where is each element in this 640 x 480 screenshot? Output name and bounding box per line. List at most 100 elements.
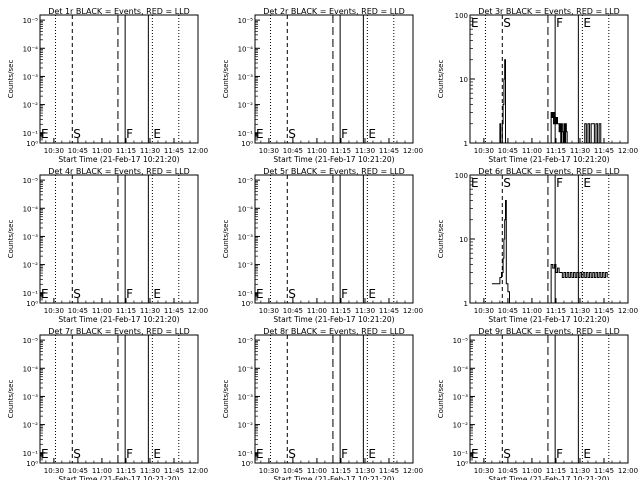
event-marker-label: E: [256, 287, 264, 301]
y-tick-label: 10⁻³: [23, 233, 39, 241]
event-marker-label: F: [556, 176, 563, 190]
y-tick-label: 1: [464, 140, 468, 148]
y-tick-label: 10⁻³: [238, 233, 254, 241]
x-tick-label: 11:30: [140, 307, 160, 315]
panel-det-9: Det 9r BLACK = Events, RED = LLD Counts/s…: [437, 327, 638, 480]
event-marker-label: E: [368, 127, 376, 141]
event-marker-label: S: [288, 127, 296, 141]
event-marker-label: F: [341, 127, 348, 141]
event-marker-label: E: [256, 127, 264, 141]
x-tick-label: 11:00: [307, 467, 327, 475]
x-axis-title: Start Time (21-Feb-17 10:21:20): [488, 155, 609, 164]
y-tick-label: 100: [455, 172, 468, 180]
event-marker-label: F: [556, 447, 563, 461]
event-marker-label: E: [41, 447, 49, 461]
event-marker-label: S: [73, 127, 81, 141]
y-tick-label: 10⁰: [456, 460, 468, 468]
panel-title: Det 3r BLACK = Events, RED = LLD: [478, 7, 620, 16]
panel-det-8: Det 8r BLACK = Events, RED = LLD Counts/s…: [222, 327, 423, 480]
x-tick-label: 11:30: [140, 147, 160, 155]
x-tick-label: 12:00: [188, 147, 208, 155]
y-tick-label: 10⁻⁵: [23, 337, 39, 345]
event-marker-label: E: [471, 176, 479, 190]
x-tick-label: 12:00: [403, 147, 423, 155]
event-marker-label: E: [583, 447, 591, 461]
event-marker-label: E: [153, 127, 161, 141]
x-tick-label: 10:30: [44, 307, 64, 315]
event-marker-label: F: [126, 287, 133, 301]
y-axis-title: Counts/sec: [437, 380, 445, 419]
event-marker-label: E: [41, 127, 49, 141]
x-axis-title: Start Time (21-Feb-17 10:21:20): [273, 475, 394, 480]
x-tick-label: 10:45: [283, 147, 303, 155]
x-tick-label: 11:00: [92, 307, 112, 315]
panel-det-3: Det 3r BLACK = Events, RED = LLD Counts/s…: [437, 7, 638, 164]
event-marker-label: E: [153, 447, 161, 461]
x-tick-label: 12:00: [618, 307, 638, 315]
y-tick-label: 10: [459, 76, 468, 84]
event-marker-label: E: [41, 287, 49, 301]
plot-frame: [254, 334, 414, 464]
event-marker-label: F: [126, 127, 133, 141]
event-marker-label: E: [583, 16, 591, 30]
x-tick-label: 11:45: [594, 307, 614, 315]
x-tick-label: 11:15: [116, 147, 136, 155]
y-tick-label: 10⁻²: [238, 102, 254, 110]
panel-title: Det 5r BLACK = Events, RED = LLD: [263, 167, 405, 176]
y-tick-label: 10: [459, 236, 468, 244]
event-marker-label: S: [503, 16, 511, 30]
x-axis-title: Start Time (21-Feb-17 10:21:20): [58, 155, 179, 164]
y-tick-label: 10⁻⁴: [23, 45, 39, 53]
y-axis-title: Counts/sec: [7, 380, 15, 419]
x-tick-label: 11:45: [379, 307, 399, 315]
x-tick-label: 11:15: [116, 467, 136, 475]
x-tick-label: 11:45: [164, 147, 184, 155]
event-marker-label: F: [341, 447, 348, 461]
x-tick-label: 12:00: [188, 467, 208, 475]
x-tick-label: 12:00: [403, 467, 423, 475]
x-tick-label: 11:00: [92, 147, 112, 155]
y-tick-label: 10⁻⁵: [23, 17, 39, 25]
x-axis-title: Start Time (21-Feb-17 10:21:20): [273, 315, 394, 324]
panel-title: Det 8r BLACK = Events, RED = LLD: [263, 327, 405, 336]
y-tick-label: 10⁻³: [23, 393, 39, 401]
y-tick-label: 10⁰: [26, 140, 38, 148]
plot-frame: [39, 334, 199, 464]
x-tick-label: 10:45: [498, 307, 518, 315]
x-tick-label: 11:45: [594, 147, 614, 155]
event-marker-label: F: [556, 16, 563, 30]
x-tick-label: 11:45: [379, 147, 399, 155]
plot-frame: [39, 14, 199, 144]
y-tick-label: 10⁰: [241, 300, 253, 308]
y-tick-label: 10⁻³: [453, 393, 469, 401]
y-tick-label: 10⁰: [26, 460, 38, 468]
y-tick-label: 10⁻¹: [453, 450, 469, 458]
x-tick-label: 10:30: [44, 467, 64, 475]
x-axis-title: Start Time (21-Feb-17 10:21:20): [488, 475, 609, 480]
x-tick-label: 10:45: [498, 147, 518, 155]
x-tick-label: 12:00: [403, 307, 423, 315]
panel-title: Det 2r BLACK = Events, RED = LLD: [263, 7, 405, 16]
panel-det-4: Det 4r BLACK = Events, RED = LLD Counts/s…: [7, 167, 208, 324]
x-tick-label: 11:15: [331, 467, 351, 475]
event-marker-label: E: [368, 287, 376, 301]
x-axis-title: Start Time (21-Feb-17 10:21:20): [58, 475, 179, 480]
y-tick-label: 10⁻⁵: [238, 177, 254, 185]
x-tick-label: 11:00: [92, 467, 112, 475]
series-events-line: [499, 59, 602, 144]
y-tick-label: 10⁻⁵: [238, 337, 254, 345]
panel-title: Det 7r BLACK = Events, RED = LLD: [48, 327, 190, 336]
panel-det-2: Det 2r BLACK = Events, RED = LLD Counts/s…: [222, 7, 423, 164]
series-events-line: [491, 199, 608, 304]
x-tick-label: 11:15: [546, 147, 566, 155]
x-tick-label: 11:00: [522, 147, 542, 155]
y-tick-label: 10⁻⁴: [23, 365, 39, 373]
plot-frame: [39, 174, 199, 304]
y-tick-label: 1: [464, 300, 468, 308]
y-axis-title: Counts/sec: [437, 220, 445, 259]
x-tick-label: 12:00: [618, 147, 638, 155]
y-axis-title: Counts/sec: [222, 220, 230, 259]
x-tick-label: 11:00: [522, 307, 542, 315]
